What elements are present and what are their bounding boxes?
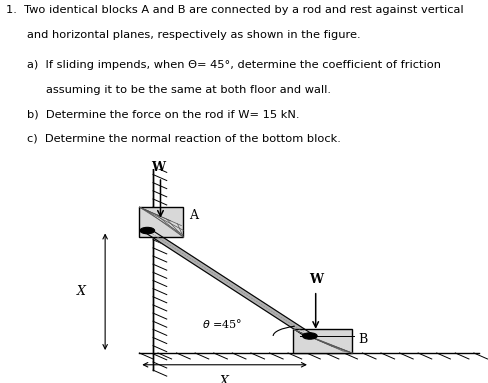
- Text: 1.  Two identical blocks A and B are connected by a rod and rest against vertica: 1. Two identical blocks A and B are conn…: [6, 5, 463, 15]
- Text: X: X: [77, 285, 85, 298]
- Text: B: B: [357, 334, 366, 347]
- Polygon shape: [143, 229, 313, 337]
- Text: assuming it to be the same at both floor and wall.: assuming it to be the same at both floor…: [46, 85, 331, 95]
- Text: and horizontal planes, respectively as shown in the figure.: and horizontal planes, respectively as s…: [27, 30, 360, 40]
- Text: c)  Determine the normal reaction of the bottom block.: c) Determine the normal reaction of the …: [27, 134, 340, 144]
- Circle shape: [302, 333, 317, 339]
- Text: a)  If sliding impends, when Θ= 45°, determine the coefficient of friction: a) If sliding impends, when Θ= 45°, dete…: [27, 60, 440, 70]
- Bar: [293, 329, 351, 353]
- Text: A: A: [189, 209, 198, 222]
- Text: W: W: [151, 161, 165, 174]
- Text: X: X: [220, 375, 228, 383]
- Bar: [139, 207, 183, 237]
- Circle shape: [140, 228, 154, 234]
- Text: b)  Determine the force on the rod if W= 15 kN.: b) Determine the force on the rod if W= …: [27, 109, 299, 119]
- Text: $\theta$ =45°: $\theta$ =45°: [202, 317, 242, 330]
- Text: W: W: [308, 273, 322, 286]
